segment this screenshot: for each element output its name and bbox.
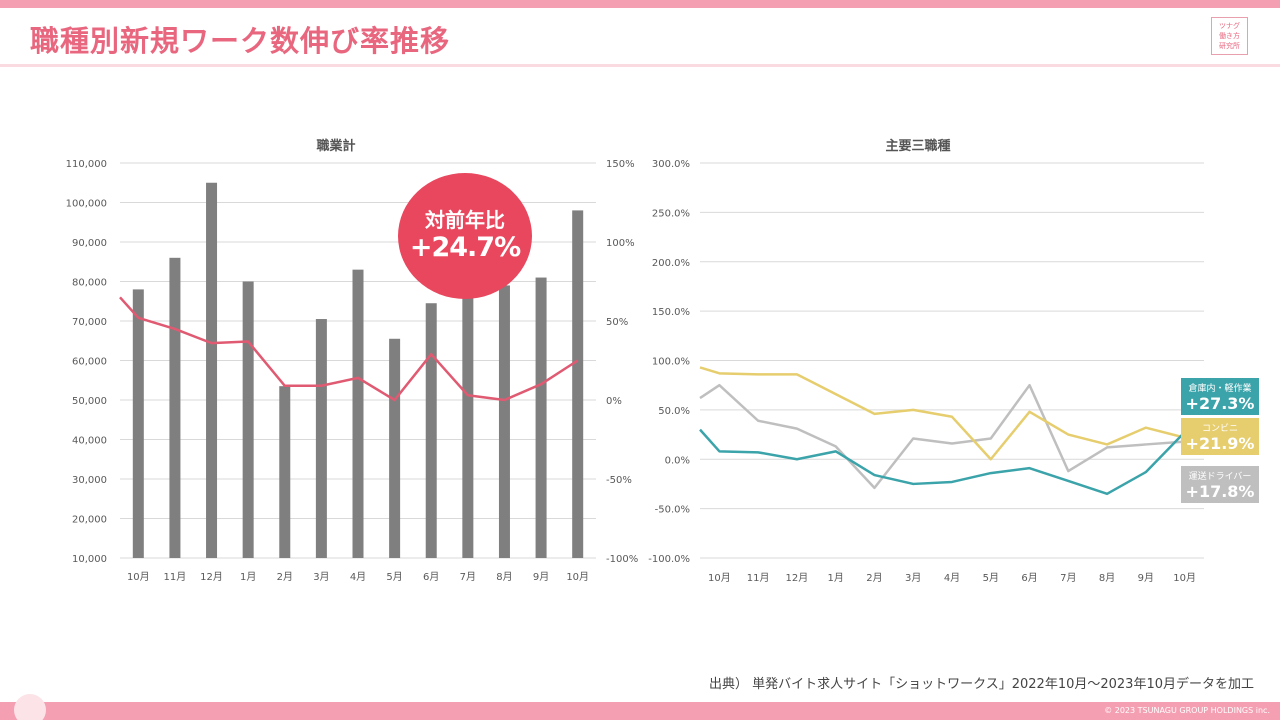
x-tick-label: 8月 bbox=[1099, 572, 1115, 584]
y-tick-label: -100.0% bbox=[648, 554, 690, 565]
y-right-tick-label: 50% bbox=[606, 317, 628, 328]
title-divider bbox=[0, 64, 1280, 67]
yoy-series-line bbox=[119, 296, 579, 402]
x-tick-label: 10月 bbox=[708, 572, 731, 584]
x-tick-label: 3月 bbox=[313, 571, 329, 583]
x-tick-label: 12月 bbox=[200, 571, 223, 583]
legend-tag-convenience: コンビニ +21.9% bbox=[1181, 418, 1259, 455]
x-tick-label: 11月 bbox=[747, 572, 770, 584]
yoy-highlight-bubble: 対前年比 +24.7% bbox=[398, 173, 532, 299]
bar bbox=[169, 257, 181, 558]
legend-tag-name: 運送ドライバー bbox=[1188, 472, 1252, 482]
page-number-dot bbox=[14, 694, 46, 720]
x-tick-label: 7月 bbox=[1060, 572, 1076, 584]
bar bbox=[462, 297, 474, 558]
x-tick-label: 1月 bbox=[828, 572, 844, 584]
bar bbox=[206, 182, 218, 558]
legend-tag-value: +21.9% bbox=[1185, 434, 1255, 453]
x-tick-label: 1月 bbox=[240, 571, 256, 583]
warehouse-series-line bbox=[699, 428, 1186, 496]
x-tick-label: 4月 bbox=[944, 572, 960, 584]
logo-line: ツナグ bbox=[1219, 22, 1240, 30]
chart-title: 職業計 bbox=[316, 138, 355, 154]
x-tick-label: 10月 bbox=[1173, 572, 1196, 584]
x-tick-label: 7月 bbox=[460, 571, 476, 583]
bar bbox=[279, 386, 291, 558]
x-tick-label: 4月 bbox=[350, 571, 366, 583]
x-tick-label: 11月 bbox=[164, 571, 187, 583]
y-left-tick-label: 80,000 bbox=[72, 278, 107, 289]
bar bbox=[242, 281, 254, 558]
x-tick-label: 9月 bbox=[533, 571, 549, 583]
yoy-highlight-value: +24.7% bbox=[409, 232, 521, 263]
y-left-tick-label: 10,000 bbox=[72, 554, 107, 565]
legend-tag-value: +27.3% bbox=[1185, 394, 1255, 413]
y-left-tick-label: 100,000 bbox=[66, 199, 107, 210]
x-tick-label: 9月 bbox=[1138, 572, 1154, 584]
total-jobs-chart: 職業計 10,000 20,000 30,000 40,000 50,000 60,000 7… bbox=[66, 138, 639, 583]
legend-tag-warehouse: 倉庫内・軽作業 +27.3% bbox=[1181, 378, 1259, 415]
bar bbox=[352, 269, 364, 558]
bar bbox=[498, 285, 510, 558]
logo-line: 働き方 bbox=[1219, 32, 1240, 40]
y-left-tick-label: 70,000 bbox=[72, 317, 107, 328]
y-tick-label: 300.0% bbox=[652, 159, 690, 170]
y-right-tick-label: -100% bbox=[606, 554, 638, 565]
bar bbox=[315, 319, 327, 558]
x-tick-label: 10月 bbox=[127, 571, 150, 583]
bar bbox=[572, 210, 584, 558]
y-right-tick-label: 100% bbox=[606, 238, 635, 249]
x-tick-label: 2月 bbox=[866, 572, 882, 584]
y-right-tick-label: 0% bbox=[606, 396, 622, 407]
x-tick-label: 5月 bbox=[983, 572, 999, 584]
y-left-tick-label: 90,000 bbox=[72, 238, 107, 249]
logo-line: 研究所 bbox=[1219, 42, 1240, 50]
x-tick-label: 10月 bbox=[566, 571, 589, 583]
x-tick-label: 6月 bbox=[423, 571, 439, 583]
bar bbox=[425, 303, 437, 558]
x-tick-label: 2月 bbox=[277, 571, 293, 583]
y-left-tick-label: 40,000 bbox=[72, 436, 107, 447]
page-title: 職種別新規ワーク数伸び率推移 bbox=[30, 24, 451, 58]
y-tick-label: 150.0% bbox=[652, 307, 690, 318]
source-note: 出典） 単発バイト求人サイト「ショットワークス」2022年10月～2023年10… bbox=[709, 677, 1254, 692]
y-left-tick-label: 110,000 bbox=[66, 159, 107, 170]
y-right-tick-label: -50% bbox=[606, 475, 632, 486]
institute-logo: ツナグ 働き方 研究所 bbox=[1211, 17, 1248, 55]
x-tick-label: 5月 bbox=[386, 571, 402, 583]
y-tick-label: -50.0% bbox=[655, 505, 690, 516]
convenience-series-line bbox=[699, 366, 1185, 461]
x-tick-label: 8月 bbox=[496, 571, 512, 583]
legend-tag-driver: 運送ドライバー +17.8% bbox=[1181, 466, 1259, 503]
chart-title: 主要三職種 bbox=[885, 138, 950, 154]
y-left-tick-label: 60,000 bbox=[72, 357, 107, 368]
y-left-tick-label: 30,000 bbox=[72, 475, 107, 486]
bar bbox=[132, 289, 144, 558]
legend-tag-name: コンビニ bbox=[1201, 424, 1238, 434]
legend-tag-value: +17.8% bbox=[1185, 482, 1255, 501]
y-right-tick-label: 150% bbox=[606, 159, 635, 170]
x-tick-label: 3月 bbox=[905, 572, 921, 584]
three-occupations-chart: 主要三職種 -100.0% -50.0% 0.0% 50.0% 100.0% 150.0% 2… bbox=[648, 138, 1204, 584]
driver-series-line bbox=[699, 383, 1185, 490]
top-accent-bar bbox=[0, 0, 1280, 8]
bottom-accent-bar bbox=[0, 702, 1280, 720]
x-tick-label: 6月 bbox=[1021, 572, 1037, 584]
legend-tag-name: 倉庫内・軽作業 bbox=[1188, 384, 1252, 394]
copyright: © 2023 TSUNAGU GROUP HOLDINGS inc. bbox=[1104, 706, 1270, 715]
y-tick-label: 50.0% bbox=[658, 406, 690, 417]
bar bbox=[535, 277, 547, 558]
bar bbox=[389, 338, 401, 558]
y-tick-label: 100.0% bbox=[652, 357, 690, 368]
x-tick-label: 12月 bbox=[786, 572, 809, 584]
y-tick-label: 200.0% bbox=[652, 258, 690, 269]
y-tick-label: 0.0% bbox=[665, 455, 690, 466]
y-tick-label: 250.0% bbox=[652, 208, 690, 219]
y-left-tick-label: 50,000 bbox=[72, 396, 107, 407]
y-left-tick-label: 20,000 bbox=[72, 515, 107, 526]
yoy-highlight-label: 対前年比 bbox=[425, 208, 505, 232]
